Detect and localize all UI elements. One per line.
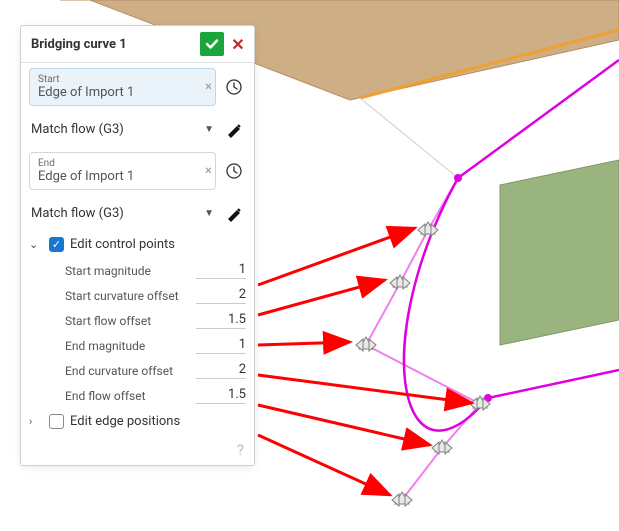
edit-edge-positions-row[interactable]: › Edit edge positions [21, 408, 254, 435]
control-handle[interactable] [392, 492, 412, 506]
start-magnitude-input[interactable]: 1 [196, 262, 246, 279]
chevron-right-icon: › [29, 415, 43, 428]
start-magnitude-label: Start magnitude [65, 264, 196, 278]
bridging-curve-panel: Bridging curve 1 ✕ Start Edge of Import … [20, 25, 255, 466]
end-field[interactable]: End Edge of Import 1 [29, 152, 216, 190]
control-handle[interactable] [356, 337, 376, 351]
edit-edge-checkbox[interactable] [49, 414, 64, 429]
clear-end-icon[interactable]: × [205, 164, 212, 179]
panel-footer: ? [21, 435, 254, 465]
end-curvature-offset-row: End curvature offset 2 [21, 358, 254, 383]
start-curvature-offset-label: Start curvature offset [65, 289, 196, 303]
help-icon[interactable]: ? [237, 441, 244, 459]
start-match-dropdown[interactable]: Match flow (G3) ▼ [29, 118, 216, 141]
end-magnitude-label: End magnitude [65, 339, 196, 353]
panel-title: Bridging curve 1 [31, 37, 198, 52]
start-value: Edge of Import 1 [38, 85, 209, 101]
end-match-label: Match flow (G3) [31, 206, 124, 221]
start-curvature-offset-input[interactable]: 2 [196, 287, 246, 304]
end-flow-offset-input[interactable]: 1.5 [196, 387, 246, 404]
brush-start-icon[interactable] [222, 117, 246, 141]
edit-cp-checkbox[interactable]: ✓ [49, 237, 64, 252]
end-curvature-offset-label: End curvature offset [65, 364, 196, 378]
end-curvature-offset-input[interactable]: 2 [196, 362, 246, 379]
chevron-down-icon: ▼ [204, 124, 214, 135]
history-end-icon[interactable] [222, 159, 246, 183]
chevron-down-icon: ⌄ [29, 238, 43, 251]
end-magnitude-row: End magnitude 1 [21, 333, 254, 358]
start-label: Start [38, 74, 209, 85]
end-match-dropdown[interactable]: Match flow (G3) ▼ [29, 202, 216, 225]
edit-control-points-row[interactable]: ⌄ ✓ Edit control points [21, 231, 254, 258]
control-handle[interactable] [432, 440, 452, 454]
edit-cp-label: Edit control points [70, 237, 175, 252]
cancel-button[interactable]: ✕ [226, 32, 250, 56]
end-flow-offset-row: End flow offset 1.5 [21, 383, 254, 408]
start-field[interactable]: Start Edge of Import 1 [29, 68, 216, 106]
edit-edge-label: Edit edge positions [70, 414, 180, 429]
end-label: End [38, 158, 209, 169]
start-match-row: Match flow (G3) ▼ [21, 111, 254, 147]
start-match-label: Match flow (G3) [31, 122, 124, 137]
end-magnitude-input[interactable]: 1 [196, 337, 246, 354]
clear-start-icon[interactable]: × [205, 80, 212, 95]
end-field-row: End Edge of Import 1 × [21, 147, 254, 195]
panel-header: Bridging curve 1 ✕ [21, 26, 254, 63]
brush-end-icon[interactable] [222, 201, 246, 225]
end-match-row: Match flow (G3) ▼ [21, 195, 254, 231]
history-start-icon[interactable] [222, 75, 246, 99]
end-flow-offset-label: End flow offset [65, 389, 196, 403]
start-flow-offset-label: Start flow offset [65, 314, 196, 328]
start-flow-offset-input[interactable]: 1.5 [196, 312, 246, 329]
start-field-row: Start Edge of Import 1 × [21, 63, 254, 111]
chevron-down-icon: ▼ [204, 208, 214, 219]
end-value: Edge of Import 1 [38, 169, 209, 185]
start-curvature-offset-row: Start curvature offset 2 [21, 283, 254, 308]
control-handle[interactable] [390, 275, 410, 289]
start-magnitude-row: Start magnitude 1 [21, 258, 254, 283]
start-flow-offset-row: Start flow offset 1.5 [21, 308, 254, 333]
accept-button[interactable] [200, 32, 224, 56]
